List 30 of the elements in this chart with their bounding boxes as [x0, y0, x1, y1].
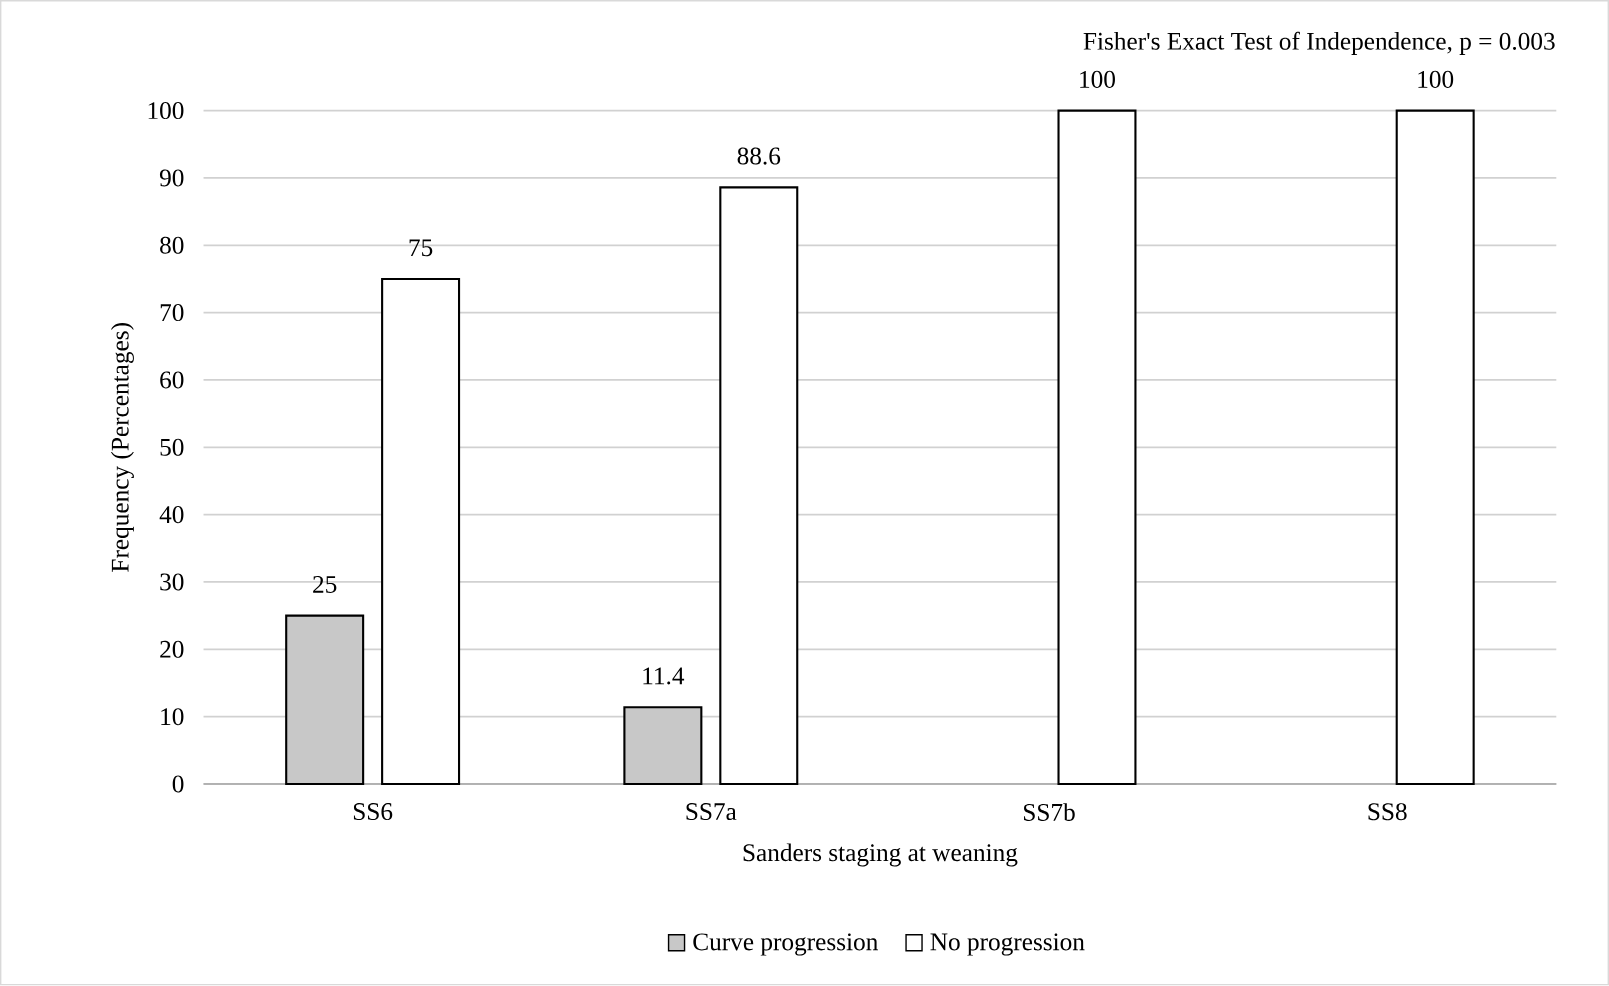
x-tick-label: SS7b — [1024, 803, 1075, 822]
legend-label: No progression — [930, 933, 1085, 956]
legend-label: Curve progression — [693, 933, 878, 956]
y-tick-label: 10 — [161, 708, 184, 726]
bar — [1057, 109, 1137, 786]
data-label: 75 — [409, 239, 433, 257]
text: Fisher's Exact Test of Independence, p = 0.003 — [1083, 32, 1555, 56]
data-label: 11.4 — [643, 667, 685, 685]
x-tick-label: SS7a — [686, 803, 737, 821]
bar — [1395, 109, 1475, 786]
data-label: 100 — [1080, 71, 1115, 89]
y-tick-label: 50 — [160, 439, 184, 457]
y-tick-label: 100 — [148, 102, 184, 120]
y-tick-label: 90 — [159, 169, 184, 187]
x-tick-label: SS8 — [1368, 803, 1407, 821]
data-label: 25 — [313, 576, 337, 594]
y-axis-title: Frequency (Percentages) — [110, 323, 134, 573]
x-axis-title: Sanders staging at weaning — [743, 843, 1018, 867]
y-tick-label: 20 — [160, 641, 184, 659]
y-tick-label: 60 — [160, 371, 184, 389]
y-tick-label: 70 — [160, 304, 184, 322]
y-tick-label: 0 — [172, 775, 184, 793]
y-tick-label: 80 — [160, 236, 184, 255]
data-label: 100 — [1418, 71, 1454, 89]
bar — [719, 186, 799, 786]
x-tick-label: SS6 — [353, 803, 393, 821]
bar — [381, 278, 461, 786]
y-tick-label: 30 — [160, 573, 184, 591]
y-tick-label: 40 — [159, 506, 184, 524]
data-label: 88.6 — [737, 147, 781, 165]
